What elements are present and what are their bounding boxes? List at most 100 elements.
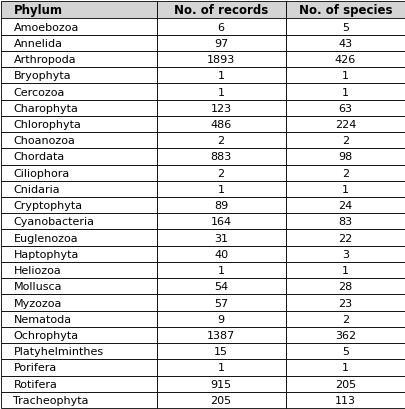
Text: Cyanobacteria: Cyanobacteria <box>13 217 94 227</box>
Text: 5: 5 <box>341 22 348 33</box>
Text: 83: 83 <box>337 217 352 227</box>
Bar <box>285 84 404 100</box>
Bar <box>285 20 404 36</box>
Bar <box>1 327 156 343</box>
Text: 1387: 1387 <box>207 330 235 340</box>
Bar <box>156 392 285 408</box>
Text: Choanozoa: Choanozoa <box>13 136 75 146</box>
Bar <box>1 230 156 246</box>
Bar <box>285 230 404 246</box>
Bar <box>1 311 156 327</box>
Text: 23: 23 <box>337 298 352 308</box>
Bar <box>1 375 156 392</box>
Bar <box>156 311 285 327</box>
Bar <box>1 262 156 279</box>
Bar <box>1 117 156 133</box>
Text: 97: 97 <box>213 39 228 49</box>
Text: 22: 22 <box>337 233 352 243</box>
Bar <box>156 279 285 294</box>
Bar <box>156 375 285 392</box>
Bar <box>156 36 285 52</box>
Bar <box>1 149 156 165</box>
Bar <box>1 294 156 311</box>
Text: 31: 31 <box>214 233 228 243</box>
Text: Nematoda: Nematoda <box>13 314 71 324</box>
Bar <box>285 36 404 52</box>
Bar <box>1 52 156 68</box>
Text: 3: 3 <box>341 249 348 259</box>
Text: Chlorophyta: Chlorophyta <box>13 120 81 130</box>
Bar <box>285 133 404 149</box>
Bar <box>156 181 285 198</box>
Bar <box>1 84 156 100</box>
Text: 486: 486 <box>210 120 231 130</box>
Text: 40: 40 <box>213 249 228 259</box>
Bar <box>1 2 156 20</box>
Bar <box>1 133 156 149</box>
Text: 164: 164 <box>210 217 231 227</box>
Text: 98: 98 <box>337 152 352 162</box>
Text: 2: 2 <box>341 314 348 324</box>
Bar <box>285 262 404 279</box>
Bar <box>285 279 404 294</box>
Text: 1: 1 <box>341 71 348 81</box>
Text: 883: 883 <box>210 152 231 162</box>
Text: Cnidaria: Cnidaria <box>13 184 60 194</box>
Text: 43: 43 <box>337 39 352 49</box>
Bar <box>1 392 156 408</box>
Bar <box>1 246 156 262</box>
Bar <box>156 52 285 68</box>
Bar <box>1 100 156 117</box>
Text: Tracheophyta: Tracheophyta <box>13 395 89 405</box>
Bar <box>285 198 404 214</box>
Text: 5: 5 <box>341 346 348 356</box>
Text: 123: 123 <box>210 103 231 113</box>
Bar <box>156 262 285 279</box>
Bar <box>1 181 156 198</box>
Bar <box>156 84 285 100</box>
Text: 1: 1 <box>341 362 348 373</box>
Text: Myzozoa: Myzozoa <box>13 298 62 308</box>
Bar <box>156 117 285 133</box>
Bar <box>285 294 404 311</box>
Text: 1: 1 <box>217 362 224 373</box>
Text: Arthropoda: Arthropoda <box>13 55 76 65</box>
Text: 1: 1 <box>341 265 348 275</box>
Text: 2: 2 <box>341 136 348 146</box>
Bar <box>156 343 285 360</box>
Text: 224: 224 <box>334 120 355 130</box>
Bar <box>1 36 156 52</box>
Text: 1: 1 <box>217 184 224 194</box>
Bar <box>156 68 285 84</box>
Text: Ochrophyta: Ochrophyta <box>13 330 79 340</box>
Text: 1893: 1893 <box>207 55 235 65</box>
Bar <box>1 279 156 294</box>
Text: 1: 1 <box>341 87 348 97</box>
Bar <box>156 294 285 311</box>
Text: 15: 15 <box>214 346 228 356</box>
Bar <box>285 311 404 327</box>
Text: 24: 24 <box>337 201 352 211</box>
Bar <box>285 165 404 181</box>
Bar <box>156 100 285 117</box>
Bar <box>285 149 404 165</box>
Text: Ciliophora: Ciliophora <box>13 168 70 178</box>
Bar <box>156 2 285 20</box>
Bar <box>156 20 285 36</box>
Bar <box>285 117 404 133</box>
Bar <box>285 375 404 392</box>
Text: 2: 2 <box>341 168 348 178</box>
Text: 426: 426 <box>334 55 355 65</box>
Text: Heliozoa: Heliozoa <box>13 265 61 275</box>
Text: 2: 2 <box>217 136 224 146</box>
Bar <box>285 343 404 360</box>
Text: 113: 113 <box>334 395 355 405</box>
Text: Mollusca: Mollusca <box>13 281 62 292</box>
Text: Haptophyta: Haptophyta <box>13 249 79 259</box>
Bar <box>156 149 285 165</box>
Bar <box>285 68 404 84</box>
Text: 63: 63 <box>338 103 352 113</box>
Bar <box>156 133 285 149</box>
Text: Amoebozoa: Amoebozoa <box>13 22 79 33</box>
Text: Chordata: Chordata <box>13 152 64 162</box>
